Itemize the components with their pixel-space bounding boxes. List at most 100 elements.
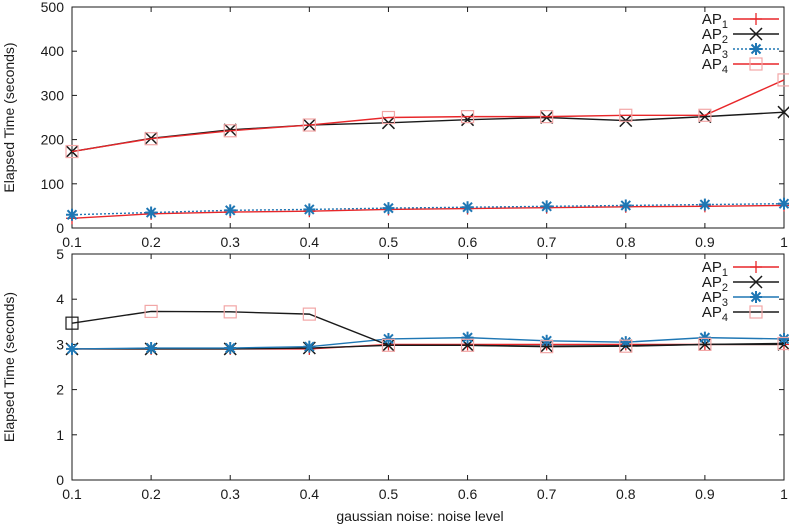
data-point-AP3-b bbox=[778, 333, 789, 345]
series-AP1 bbox=[66, 338, 789, 355]
data-point-AP3-b bbox=[304, 341, 315, 352]
series-AP3 bbox=[66, 197, 789, 221]
x-tick-label: 0.8 bbox=[616, 486, 636, 502]
data-point-AP4 bbox=[619, 108, 633, 122]
data-point-AP3-b bbox=[699, 199, 711, 210]
x-tick-label: 0.1 bbox=[62, 234, 82, 250]
legend-label-AP3: AP3 bbox=[702, 289, 728, 309]
x-tick-label: 0.7 bbox=[537, 234, 557, 250]
data-point-AP3-b bbox=[620, 336, 631, 348]
x-tick-label: 0.7 bbox=[537, 486, 557, 502]
legend-marker-AP3-b bbox=[750, 43, 762, 55]
data-point-AP3-b bbox=[462, 202, 473, 213]
x-tick-label: 0.2 bbox=[141, 486, 161, 502]
x-tick-label: 0.2 bbox=[141, 234, 161, 250]
series-line-AP4 bbox=[71, 79, 785, 153]
data-point-AP2-b bbox=[777, 106, 789, 119]
y-tick-label: 4 bbox=[56, 291, 64, 307]
y-tick-label: 0 bbox=[56, 472, 64, 488]
legend-label-AP2: AP2 bbox=[702, 26, 728, 46]
legend-marker-AP4 bbox=[749, 57, 763, 71]
data-point-AP3-b bbox=[304, 204, 315, 215]
plot-frame bbox=[71, 253, 785, 481]
data-point-AP3-b bbox=[462, 332, 473, 343]
series-line-AP3 bbox=[71, 336, 785, 350]
legend-marker-AP4 bbox=[749, 305, 763, 319]
x-tick-label: 0.6 bbox=[458, 486, 478, 502]
data-point-AP2-b bbox=[619, 114, 633, 128]
data-point-AP4 bbox=[65, 144, 79, 159]
data-point-AP3-b bbox=[778, 198, 789, 209]
data-point-AP4 bbox=[381, 338, 396, 352]
series-AP3 bbox=[66, 331, 789, 355]
series-line-AP2 bbox=[71, 111, 785, 153]
series-AP2 bbox=[65, 337, 789, 356]
data-point-AP2-b bbox=[381, 116, 395, 130]
plot-frame bbox=[71, 6, 785, 229]
legend-marker-AP3-b bbox=[750, 291, 762, 303]
x-tick-label: 1 bbox=[780, 486, 788, 502]
data-point-AP4 bbox=[619, 339, 633, 353]
data-point-AP3-b bbox=[699, 332, 711, 343]
series-line-AP3 bbox=[71, 202, 785, 216]
series-line-AP4 bbox=[71, 310, 785, 348]
shared-x-axis-label: gaussian noise: noise level bbox=[336, 508, 503, 524]
data-point-AP3-b bbox=[145, 207, 157, 218]
data-point-AP3-b bbox=[383, 202, 394, 214]
data-point-AP3-b bbox=[620, 200, 631, 211]
bottom-chart-panel: 0.1 0.2 0.3 0.4 0.5 0.6 0.7 0.8 0.9 1 0 1 2 3 4 5 Elapse… bbox=[1, 246, 789, 502]
y-tick-label: 100 bbox=[41, 176, 65, 192]
data-point-AP4 bbox=[540, 110, 554, 124]
legend-marker-AP2-b bbox=[749, 275, 763, 289]
data-point-AP4 bbox=[144, 304, 158, 319]
data-point-AP2-b bbox=[223, 123, 237, 137]
x-tick-label: 0.4 bbox=[300, 234, 320, 250]
data-point-AP4 bbox=[540, 340, 554, 354]
x-tick-label: 0.6 bbox=[458, 234, 478, 250]
series-AP2 bbox=[65, 105, 789, 159]
legend-label-AP1: AP1 bbox=[702, 259, 728, 279]
x-tick-label: 1 bbox=[780, 234, 788, 250]
data-point-AP2-b bbox=[461, 113, 475, 127]
x-tick-label: 0.3 bbox=[220, 486, 240, 502]
x-tick-label: 0.5 bbox=[379, 486, 399, 502]
legend-label-AP4: AP4 bbox=[702, 304, 728, 324]
series-line-AP1 bbox=[71, 204, 785, 219]
data-point-AP4 bbox=[302, 118, 316, 132]
x-tick-label: 0.5 bbox=[379, 234, 399, 250]
series-AP1 bbox=[66, 199, 789, 225]
y-tick-label: 200 bbox=[41, 132, 65, 148]
data-point-AP4 bbox=[144, 132, 158, 146]
x-tick-label: 0.1 bbox=[62, 486, 82, 502]
data-point-AP3-b bbox=[66, 343, 78, 355]
data-point-AP4 bbox=[777, 336, 789, 351]
legend-label-AP1: AP1 bbox=[702, 11, 728, 31]
legend-marker-AP2-b bbox=[749, 27, 763, 41]
x-tick-label: 0.8 bbox=[616, 234, 636, 250]
data-point-AP3-b bbox=[66, 209, 78, 220]
y-tick-label: 500 bbox=[41, 0, 65, 15]
legend-label-AP3: AP3 bbox=[702, 41, 728, 61]
y-tick-label: 400 bbox=[41, 43, 65, 59]
y-tick-label: 3 bbox=[56, 336, 64, 352]
data-point-AP4 bbox=[381, 110, 396, 125]
data-point-AP4 bbox=[302, 307, 316, 321]
series-AP4 bbox=[65, 304, 789, 354]
data-point-AP4 bbox=[460, 338, 475, 352]
x-tick-label: 0.9 bbox=[695, 234, 715, 250]
data-point-AP4 bbox=[698, 337, 712, 351]
y-tick-label: 5 bbox=[56, 246, 64, 262]
y-tick-label: 300 bbox=[41, 87, 65, 103]
x-tick-label: 0.9 bbox=[695, 486, 715, 502]
x-tick-label: 0.3 bbox=[220, 234, 240, 250]
x-tick-label: 0.4 bbox=[300, 486, 320, 502]
series-AP4 bbox=[65, 73, 789, 159]
data-point-AP4 bbox=[65, 316, 79, 330]
legend-label-AP4: AP4 bbox=[702, 56, 728, 76]
data-point-AP2-b bbox=[540, 110, 554, 125]
y-tick-label: 0 bbox=[56, 220, 64, 236]
data-point-AP3-b bbox=[225, 342, 236, 354]
data-point-AP2-b bbox=[698, 110, 712, 124]
legend-label-AP2: AP2 bbox=[702, 274, 728, 294]
